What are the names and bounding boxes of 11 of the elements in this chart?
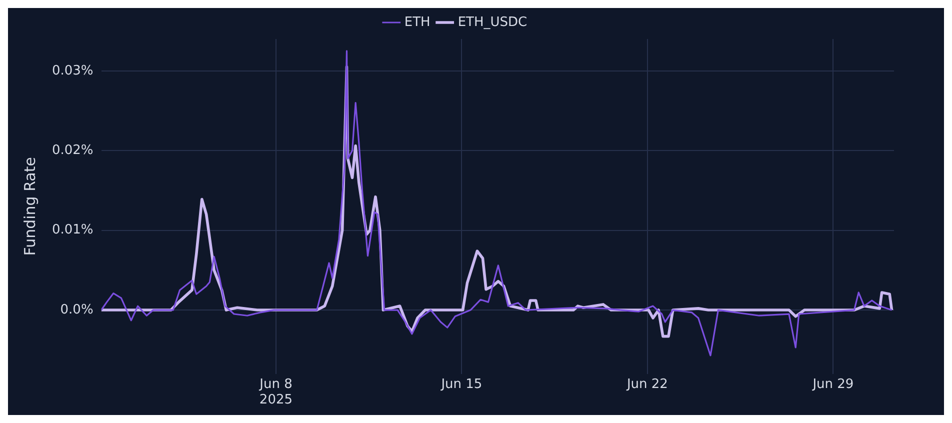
x-tick-label: Jun 15 (440, 376, 482, 392)
y-tick-label: 0.01% (52, 222, 94, 238)
y-tick-label: 0.0% (60, 302, 94, 318)
legend-label: ETH (404, 14, 430, 30)
x-tick-label: Jun 22 (626, 376, 668, 392)
y-axis-title: Funding Rate (20, 157, 39, 256)
y-tick-label: 0.02% (52, 142, 94, 158)
y-tick-label: 0.03% (52, 63, 94, 78)
x-tick-label: Jun 29 (812, 376, 854, 392)
x-tick-label: Jun 8 2025 (258, 376, 293, 408)
legend-label: ETH_USDC (458, 14, 528, 30)
